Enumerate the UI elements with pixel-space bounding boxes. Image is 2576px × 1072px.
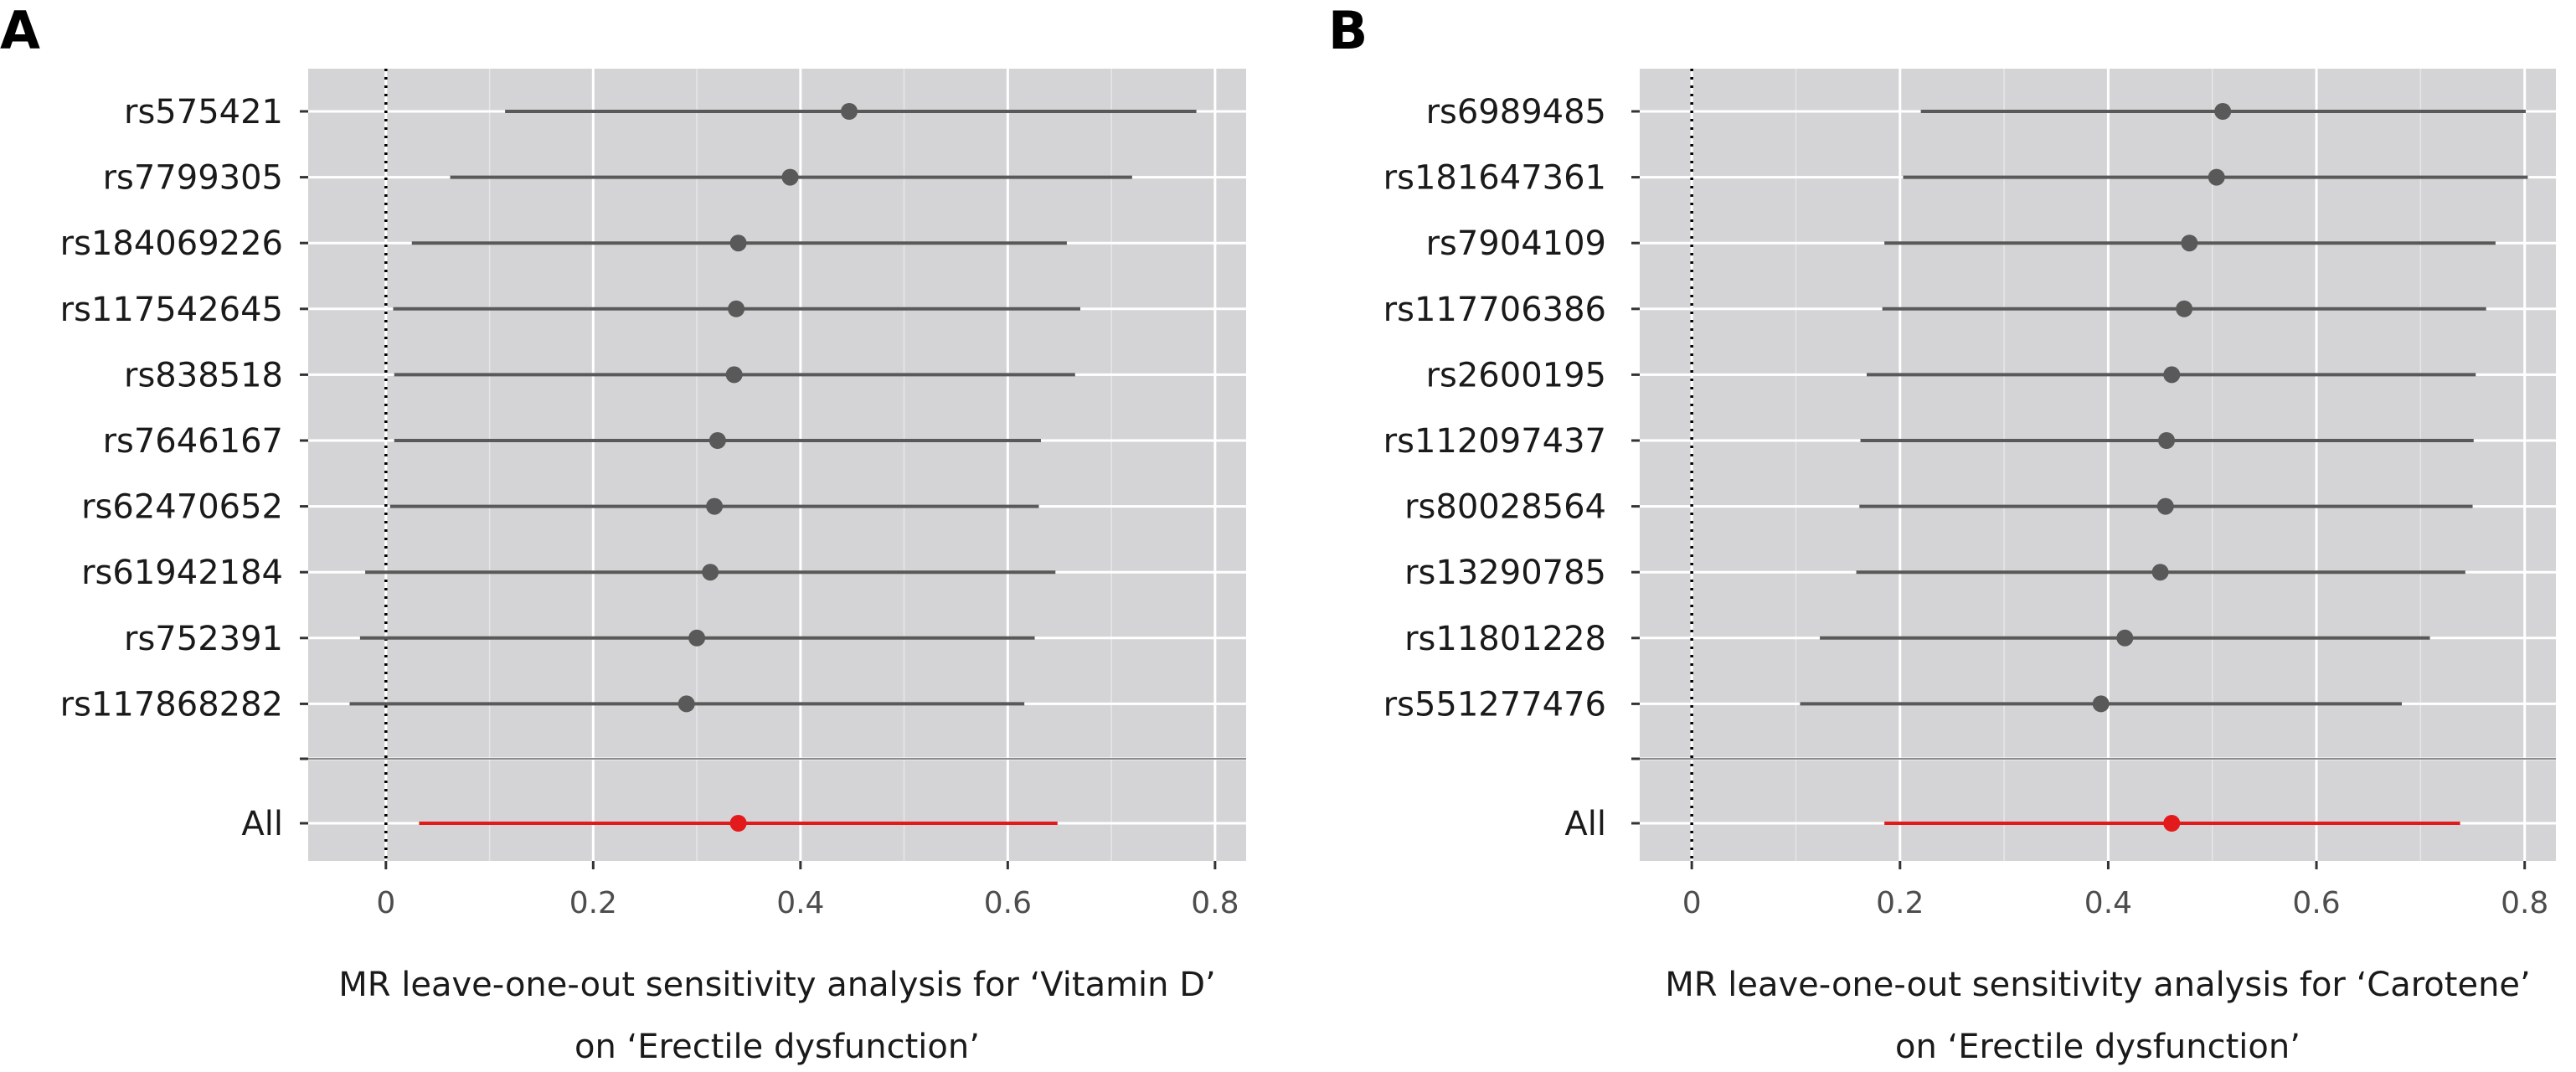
snp-label: rs112097437 (1383, 422, 1606, 461)
snp-label: rs7799305 (103, 159, 283, 198)
x-tick-label: 0.2 (1876, 886, 1924, 920)
snp-label: rs117706386 (1383, 291, 1606, 329)
estimate-point-overall (729, 815, 747, 832)
overall-label: All (1564, 805, 1606, 843)
x-tick-label: 0.4 (2084, 886, 2132, 920)
snp-label: rs181647361 (1383, 159, 1606, 198)
estimate-point-rs112097437 (2158, 432, 2176, 449)
estimate-point-rs7646167 (708, 432, 726, 449)
estimate-point-rs117868282 (677, 695, 695, 713)
snp-label: rs575421 (124, 93, 283, 131)
plot-background (1640, 69, 2556, 861)
snp-label: rs11801228 (1404, 620, 1606, 658)
snp-label: rs117542645 (60, 291, 283, 329)
snp-label: rs7646167 (103, 422, 283, 461)
x-tick-label: 0.2 (569, 886, 617, 920)
snp-label: rs752391 (124, 620, 283, 658)
estimate-point-rs551277476 (2092, 695, 2110, 713)
snp-label: rs13290785 (1404, 554, 1606, 592)
snp-label: rs184069226 (60, 224, 283, 263)
snp-label: rs2600195 (1426, 356, 1606, 394)
overall-label: All (241, 805, 283, 843)
snp-label: rs7904109 (1426, 224, 1606, 263)
x-axis-title-line-1: MR leave-one-out sensitivity analysis fo… (338, 966, 1216, 1004)
estimate-point-rs7904109 (2181, 234, 2198, 252)
snp-label: rs62470652 (81, 488, 283, 527)
x-tick-label: 0 (1682, 886, 1702, 920)
snp-label: rs117868282 (60, 685, 283, 724)
plot-background (308, 69, 1246, 861)
estimate-point-rs181647361 (2208, 168, 2225, 186)
x-tick-label: 0 (376, 886, 395, 920)
estimate-point-rs838518 (725, 366, 743, 384)
x-tick-label: 0.6 (2292, 886, 2340, 920)
snp-label: rs6989485 (1426, 93, 1606, 131)
estimate-point-rs7799305 (781, 168, 799, 186)
panel-letter: B (1328, 0, 1368, 61)
estimate-point-rs62470652 (706, 497, 724, 515)
estimate-point-rs6989485 (2214, 103, 2232, 120)
estimate-point-rs184069226 (729, 234, 747, 252)
estimate-point-rs11801228 (2116, 629, 2134, 647)
x-tick-label: 0.8 (2501, 886, 2548, 920)
snp-label: rs838518 (124, 356, 283, 394)
snp-label: rs551277476 (1383, 685, 1606, 724)
estimate-point-rs575421 (841, 103, 858, 120)
estimate-point-rs2600195 (2163, 366, 2181, 384)
estimate-point-overall (2163, 815, 2181, 832)
estimate-point-rs80028564 (2156, 497, 2174, 515)
estimate-point-rs117706386 (2176, 300, 2193, 317)
estimate-point-rs61942184 (702, 564, 719, 581)
x-axis-title-line-1: MR leave-one-out sensitivity analysis fo… (1665, 966, 2531, 1004)
x-tick-label: 0.8 (1191, 886, 1239, 920)
snp-label: rs61942184 (81, 554, 283, 592)
x-tick-label: 0.6 (984, 886, 1032, 920)
panel-letter: A (0, 0, 40, 61)
x-axis-title-line-2: on ‘Erectile dysfunction’ (574, 1028, 980, 1066)
estimate-point-rs13290785 (2151, 564, 2169, 581)
estimate-point-rs117542645 (728, 300, 745, 317)
snp-label: rs80028564 (1404, 488, 1606, 527)
x-axis-title-line-2: on ‘Erectile dysfunction’ (1895, 1028, 2300, 1066)
x-tick-label: 0.4 (776, 886, 824, 920)
estimate-point-rs752391 (688, 629, 706, 647)
